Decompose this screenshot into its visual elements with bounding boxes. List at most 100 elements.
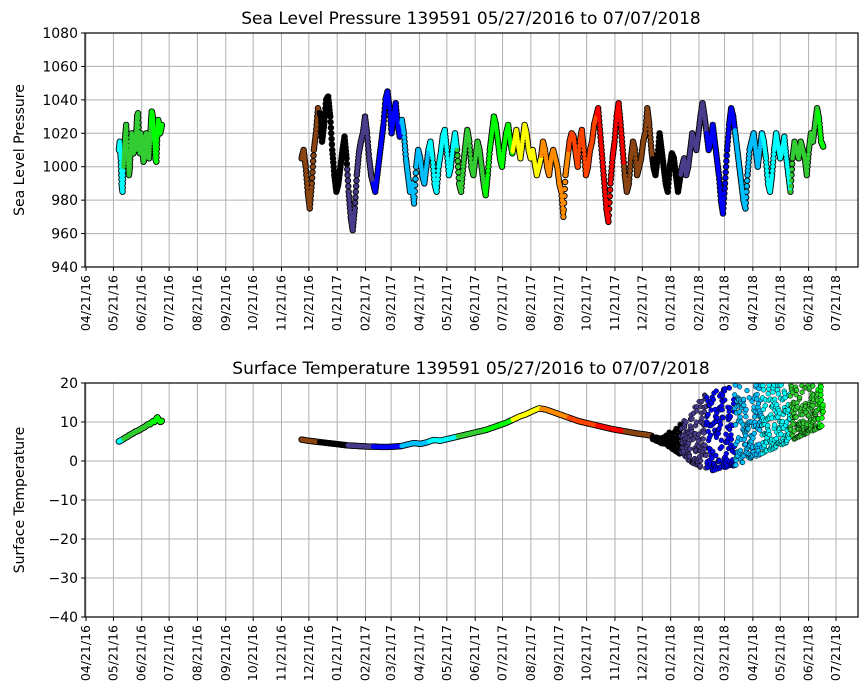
data-point [783,152,789,158]
data-point [327,114,333,119]
data-point [577,143,582,149]
data-point [431,176,437,182]
data-point [690,436,697,442]
data-point [318,122,323,128]
x-tick-label: 11/21/16 [273,275,288,331]
data-point [597,126,603,132]
data-point [683,419,689,425]
data-point [789,172,794,178]
x-tick-label: 04/21/17 [411,275,426,331]
data-point [435,176,440,182]
data-point [310,158,316,164]
y-tick-label: 1040 [42,93,78,109]
data-point [789,161,795,167]
data-point [620,147,626,153]
data-point [444,144,449,149]
data-point [716,176,722,182]
data-point [643,122,649,128]
data-point [687,446,693,452]
data-point [485,176,490,181]
y-axis-label-pressure: Sea Level Pressure [12,84,28,216]
data-point [598,135,603,140]
data-point [665,185,671,190]
data-point [462,151,467,156]
data-point [366,151,372,157]
data-point [596,114,602,119]
data-point [309,185,314,190]
data-point [788,178,794,183]
data-point [459,176,465,182]
y-tick-label: 980 [51,193,78,209]
data-point [655,147,661,153]
data-point [667,168,672,174]
data-point [804,172,810,178]
x-tick-label: 05/21/18 [772,275,787,331]
x-tick-label: 10/21/16 [245,275,260,331]
y-tick-label: 1000 [42,160,78,176]
data-point [313,126,319,132]
data-point [136,120,141,125]
data-point [329,147,335,153]
data-point [304,172,309,178]
data-point [743,206,748,211]
data-point [613,126,618,132]
data-point [331,168,337,174]
data-point [325,94,331,99]
data-point [726,130,731,136]
data-point [599,151,605,157]
data-point [448,161,454,166]
data-point [330,151,335,157]
data-point [365,143,371,149]
data-point [323,105,328,111]
data-point [602,185,607,190]
data-point [789,167,795,172]
data-point [120,181,126,186]
data-point [763,156,769,161]
data-point [326,97,331,103]
data-point [603,202,609,207]
data-point [154,155,159,160]
x-tick-label: 11/21/17 [607,275,622,331]
data-point [317,114,323,119]
data-point [597,122,602,128]
data-point [321,122,327,128]
data-point [455,164,461,170]
data-point [721,201,726,206]
data-point [455,153,460,158]
data-point [449,151,455,156]
data-point [633,160,639,165]
data-point [124,139,130,144]
data-point [724,147,730,153]
data-point [580,137,586,143]
data-point [562,186,568,192]
data-point [135,110,141,116]
data-point [622,168,627,174]
data-point [720,211,726,216]
data-point [817,128,823,134]
data-point [331,164,336,170]
data-point [723,164,729,170]
data-point [120,176,126,182]
data-point [401,135,407,140]
data-point [745,172,750,178]
data-point [618,119,623,124]
data-point [600,164,606,170]
data-point [467,147,473,153]
x-ticks-pressure: 04/21/16 05/21/16 06/21/16 07/21/16 08/21/16… [78,267,843,331]
data-point [402,147,408,153]
data-point [746,160,751,165]
data-point [500,154,506,159]
data-point [817,124,823,130]
data-point [124,135,129,140]
data-point [127,161,133,166]
data-point [689,416,695,422]
data-point [455,158,461,164]
data-point [351,213,357,219]
data-point [348,210,353,215]
data-point [412,195,417,200]
data-point [485,168,491,174]
data-point [581,147,587,153]
data-point [343,148,349,154]
data-point [459,181,465,186]
